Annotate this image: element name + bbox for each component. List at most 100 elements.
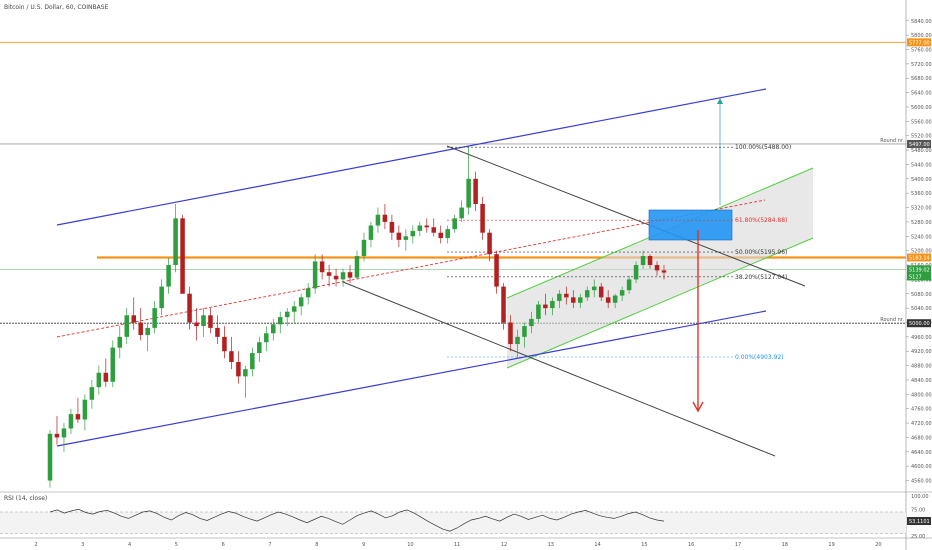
candle-body <box>591 286 597 291</box>
round-number-label: Round nr. <box>880 317 904 323</box>
candle-body <box>508 322 513 345</box>
fib-level-label: 100.00%(5488.00) <box>735 144 791 151</box>
candle-body <box>598 286 604 298</box>
x-tick-label: 5 <box>175 542 178 548</box>
candle-body <box>438 232 443 239</box>
candle-body <box>340 272 346 280</box>
y-tick-label: 5200.00 <box>911 249 932 255</box>
y-tick-label: 5760.00 <box>911 48 932 54</box>
rsi-tick-label: 75.00 <box>911 507 925 513</box>
y-tick-label: 5240.00 <box>911 234 932 240</box>
candle-body <box>159 286 164 309</box>
red-down-arrowhead <box>692 401 704 413</box>
candle-body <box>396 232 402 240</box>
candle-body <box>68 414 74 429</box>
y-tick-label: 4720.00 <box>911 421 932 427</box>
x-tick-label: 13 <box>548 542 554 548</box>
price-tag-label: 5777.00 <box>909 40 930 46</box>
blue-channel-lower-line <box>56 310 767 447</box>
red-dashed-trendline <box>56 199 766 338</box>
candle-body <box>194 322 199 327</box>
candle-body <box>494 254 499 287</box>
candle-body <box>515 336 520 345</box>
candle-body <box>312 261 318 289</box>
y-axis-ticks: 5840.00 5800.00 5760.00 5720.00 5680.00 5640.… <box>906 19 932 485</box>
x-tick-label: 18 <box>782 542 788 548</box>
candle-body <box>229 351 234 363</box>
candle-body <box>291 306 297 312</box>
x-tick-label: 7 <box>268 542 271 548</box>
candle-body <box>305 288 311 298</box>
candle-body <box>271 324 276 334</box>
candle-body <box>110 347 116 382</box>
candle-body <box>354 256 360 278</box>
y-tick-label: 5560.00 <box>911 119 932 125</box>
candle-body <box>633 265 639 280</box>
candle-body <box>243 369 248 377</box>
candle-body <box>222 336 227 352</box>
candlestick-series <box>47 146 667 488</box>
fibonacci-retracement: 100.00%(5488.00) 61.80%(5284.88) 50.00%(51… <box>447 144 791 361</box>
candle-body <box>578 297 583 303</box>
y-tick-label: 5480.00 <box>911 148 932 154</box>
candle-body <box>361 239 367 257</box>
candle-body <box>389 221 395 233</box>
x-tick-label: 17 <box>735 542 741 548</box>
x-tick-label: 20 <box>875 542 881 548</box>
candle-body <box>264 333 269 343</box>
candle-body <box>654 265 660 271</box>
candle-body <box>445 229 450 239</box>
x-tick-label: 2 <box>34 542 37 548</box>
price-tag-box <box>907 253 931 262</box>
horizontal-levels: Round nr. Round nr. <box>0 41 906 324</box>
y-tick-label: 4600.00 <box>911 464 932 470</box>
green-channel-lower-line <box>506 237 814 369</box>
candle-body <box>424 225 430 228</box>
candle-body <box>584 290 590 298</box>
rsi-tick-label: 25.00 <box>911 534 925 540</box>
fib-level-label: 0.00%(4903.92) <box>735 354 784 361</box>
y-tick-label: 5640.00 <box>911 91 932 97</box>
blue-channel-upper-line <box>56 88 767 226</box>
candle-body <box>96 372 102 388</box>
candle-body <box>403 236 409 240</box>
candle-body <box>536 304 541 319</box>
rsi-tick-label: 100.00 <box>911 494 929 500</box>
candle-body <box>131 315 136 323</box>
candle-body <box>89 387 95 400</box>
rsi-band-fill <box>0 512 906 534</box>
x-tick-label: 11 <box>454 542 460 548</box>
price-tag-box <box>907 139 931 148</box>
rsi-label: RSI (14, close) <box>4 495 47 502</box>
candle-body <box>54 433 60 438</box>
y-tick-label: 5440.00 <box>911 162 932 168</box>
candle-body <box>543 304 548 309</box>
y-tick-label: 5400.00 <box>911 177 932 183</box>
y-tick-label: 5800.00 <box>911 33 932 39</box>
candle-body <box>529 318 534 327</box>
candle-body <box>647 256 653 266</box>
y-tick-label: 5680.00 <box>911 76 932 82</box>
candle-body <box>138 322 143 336</box>
x-tick-label: 10 <box>407 542 413 548</box>
candle-body <box>236 362 241 377</box>
candle-body <box>347 272 353 278</box>
y-tick-label: 4960.00 <box>911 335 932 341</box>
candle-body <box>661 270 667 273</box>
candle-body <box>117 336 123 348</box>
price-tag-box <box>907 319 931 328</box>
candle-body <box>501 286 506 323</box>
y-tick-label: 4760.00 <box>911 407 932 413</box>
y-tick-label: 5600.00 <box>911 105 932 111</box>
candle-body <box>612 295 618 303</box>
candle-body <box>487 232 492 255</box>
candle-body <box>326 272 332 276</box>
rsi-line <box>49 508 665 532</box>
candle-body <box>431 227 437 233</box>
candle-body <box>47 433 53 481</box>
gray-rising-channel-fill <box>507 168 813 368</box>
x-tick-label: 14 <box>594 542 600 548</box>
candle-body <box>605 297 611 303</box>
candle-body <box>61 428 67 438</box>
chart-title: Bitcoin / U.S. Dollar, 60, COINBASE <box>4 4 109 11</box>
